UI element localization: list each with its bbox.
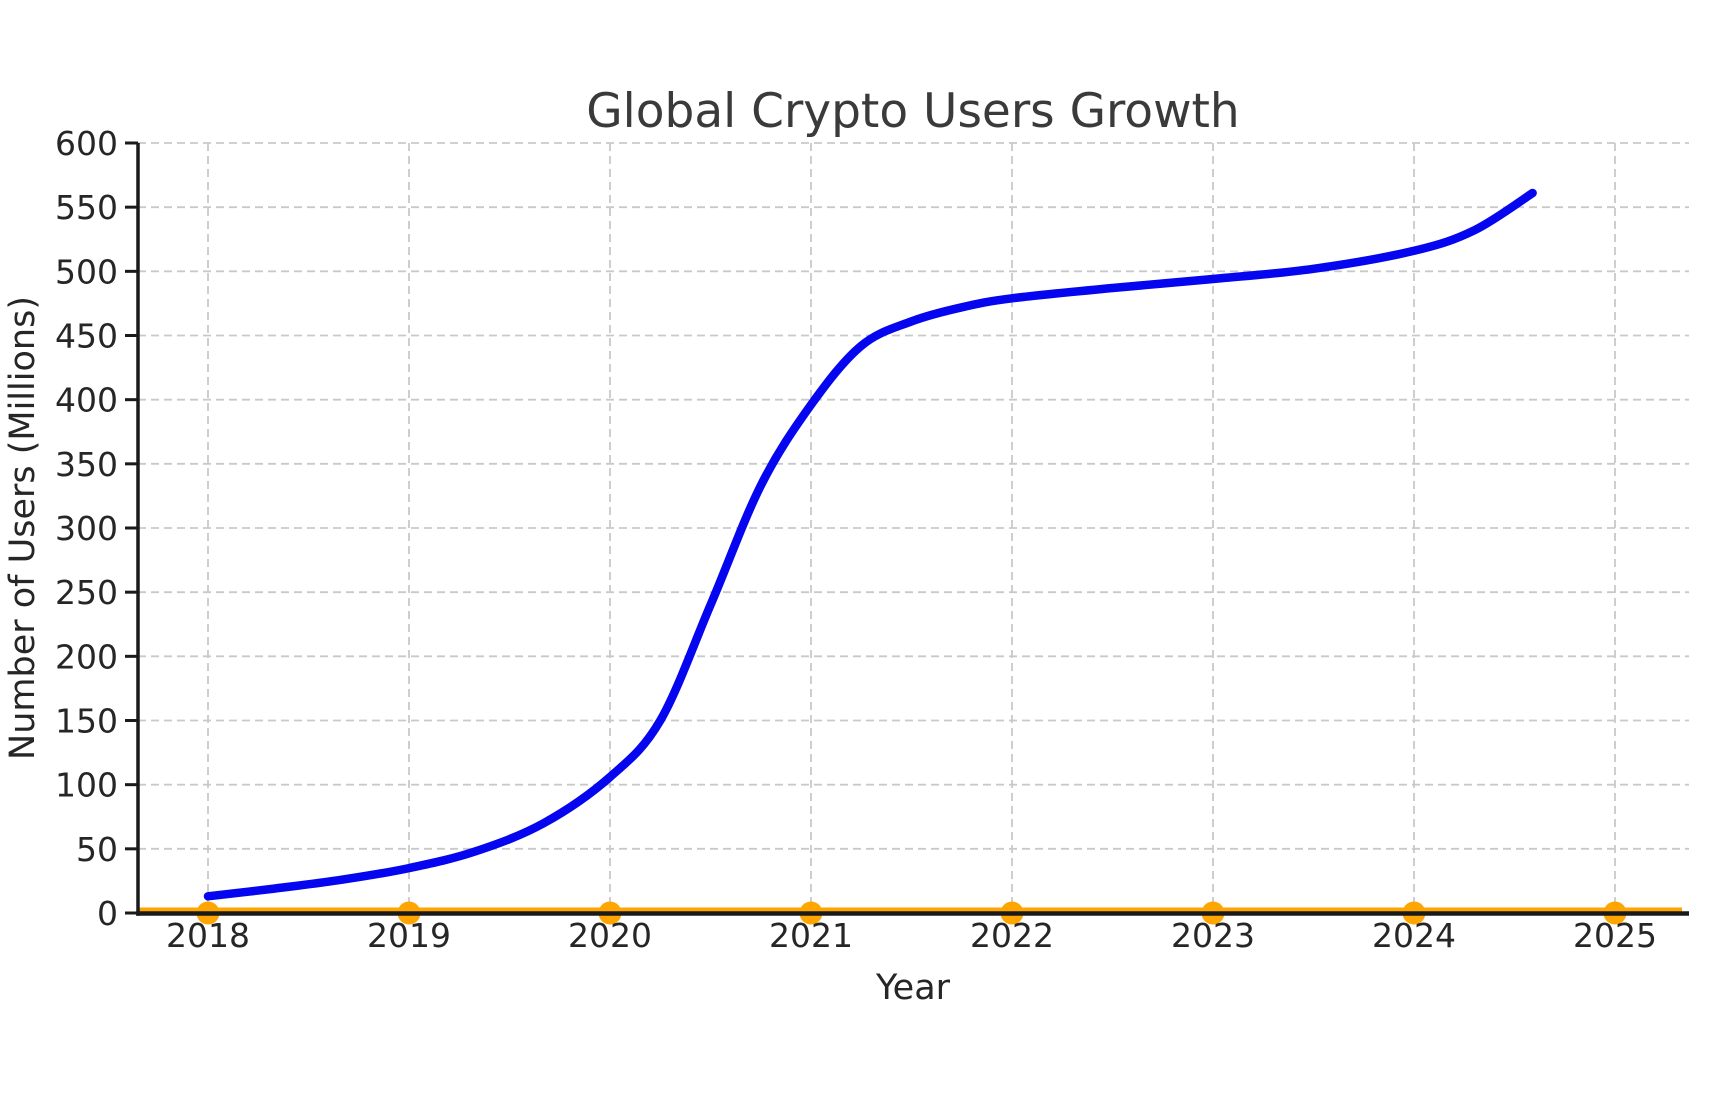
y-tick-label: 100 (55, 766, 118, 805)
y-tick-label: 600 (55, 124, 118, 163)
y-tick-label: 500 (55, 252, 118, 291)
y-tick-label: 400 (55, 381, 118, 420)
y-tick-marks (125, 141, 138, 915)
y-tick-labels: 0 50 100 150 200 250 300 350 400 450 500 550 600 (55, 124, 118, 933)
x-axis-label: Year (875, 968, 951, 1008)
x-tick-label: 2018 (166, 916, 250, 955)
x-tick-labels: 2018 2019 2020 2021 2022 2023 2024 2025 (166, 916, 1657, 955)
y-gridlines (138, 142, 1689, 914)
y-tick-label: 50 (76, 830, 118, 869)
y-tick-label: 200 (55, 637, 118, 676)
y-tick-label: 350 (55, 445, 118, 484)
x-tick-label: 2022 (970, 916, 1054, 955)
x-tick-label: 2025 (1573, 916, 1657, 955)
chart-title: Global Crypto Users Growth (586, 84, 1239, 139)
y-tick-label: 150 (55, 702, 118, 741)
x-tick-label: 2023 (1171, 916, 1255, 955)
y-tick-label: 550 (55, 188, 118, 227)
y-tick-label: 450 (55, 317, 118, 356)
y-tick-label: 300 (55, 509, 118, 548)
y-tick-label: 0 (97, 894, 118, 933)
y-axis-label: Number of Users (Millions) (3, 296, 43, 760)
x-tick-label: 2019 (367, 916, 451, 955)
x-tick-label: 2021 (769, 916, 853, 955)
users-growth-curve (203, 188, 1537, 901)
y-tick-label: 250 (55, 573, 118, 612)
x-tick-label: 2024 (1372, 916, 1456, 955)
x-tick-label: 2020 (568, 916, 652, 955)
